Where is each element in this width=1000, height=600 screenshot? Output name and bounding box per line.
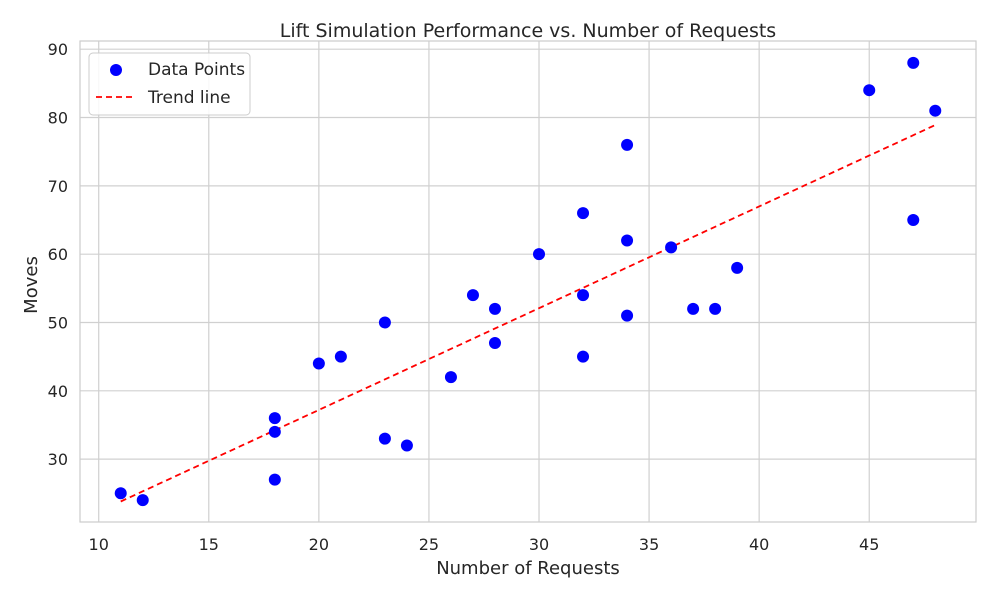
data-point bbox=[621, 138, 634, 151]
y-tick-label: 40 bbox=[48, 382, 68, 401]
data-point bbox=[577, 350, 590, 363]
data-point bbox=[268, 425, 281, 438]
x-tick-label: 25 bbox=[419, 535, 439, 554]
data-point bbox=[268, 473, 281, 486]
data-point bbox=[444, 371, 457, 384]
data-point bbox=[863, 84, 876, 97]
data-point bbox=[621, 234, 634, 247]
data-point bbox=[114, 487, 127, 500]
data-point bbox=[929, 104, 942, 117]
x-tick-labels: 10 15 20 25 30 35 40 45 bbox=[89, 535, 880, 554]
data-point bbox=[334, 350, 347, 363]
data-point bbox=[907, 56, 920, 69]
data-point bbox=[268, 412, 281, 425]
data-point bbox=[378, 432, 391, 445]
x-tick-label: 30 bbox=[529, 535, 549, 554]
data-point bbox=[665, 241, 678, 254]
data-point bbox=[577, 207, 590, 220]
data-point bbox=[400, 439, 413, 452]
x-tick-label: 15 bbox=[199, 535, 219, 554]
legend-box bbox=[88, 52, 251, 116]
x-tick-label: 40 bbox=[749, 535, 769, 554]
data-point bbox=[533, 248, 546, 261]
legend-label-trend-line: Trend line bbox=[147, 88, 231, 108]
data-point bbox=[709, 302, 722, 315]
plot-area bbox=[80, 41, 976, 522]
x-tick-label: 10 bbox=[89, 535, 109, 554]
x-tick-label: 20 bbox=[309, 535, 329, 554]
y-tick-label: 70 bbox=[48, 177, 68, 196]
y-tick-label: 30 bbox=[48, 450, 68, 469]
x-tick-label: 35 bbox=[639, 535, 659, 554]
x-tick-label: 45 bbox=[859, 535, 879, 554]
data-point bbox=[687, 302, 700, 315]
data-point bbox=[488, 336, 501, 349]
grid-lines bbox=[80, 41, 976, 522]
x-axis-label: Number of Requests bbox=[436, 558, 620, 579]
data-point bbox=[378, 316, 391, 329]
data-point bbox=[312, 357, 325, 370]
data-point bbox=[621, 309, 634, 322]
data-point bbox=[577, 289, 590, 302]
legend-label-data-points: Data Points bbox=[148, 60, 245, 80]
data-point bbox=[466, 289, 479, 302]
legend: Data Points Trend line bbox=[88, 52, 251, 116]
y-tick-label: 60 bbox=[48, 245, 68, 264]
data-point bbox=[907, 214, 920, 227]
y-tick-label: 90 bbox=[48, 40, 68, 59]
y-axis-label: Moves bbox=[21, 256, 42, 314]
data-point bbox=[136, 494, 149, 507]
y-tick-label: 80 bbox=[48, 109, 68, 128]
data-point bbox=[488, 302, 501, 315]
legend-marker-data-points bbox=[110, 64, 122, 76]
data-point bbox=[731, 261, 744, 274]
plot-frame bbox=[79, 40, 977, 523]
y-tick-labels: 30 40 50 60 70 80 90 bbox=[48, 40, 68, 469]
y-tick-label: 50 bbox=[48, 313, 68, 332]
data-points-layer bbox=[114, 56, 942, 507]
chart-title: Lift Simulation Performance vs. Number o… bbox=[280, 20, 776, 42]
